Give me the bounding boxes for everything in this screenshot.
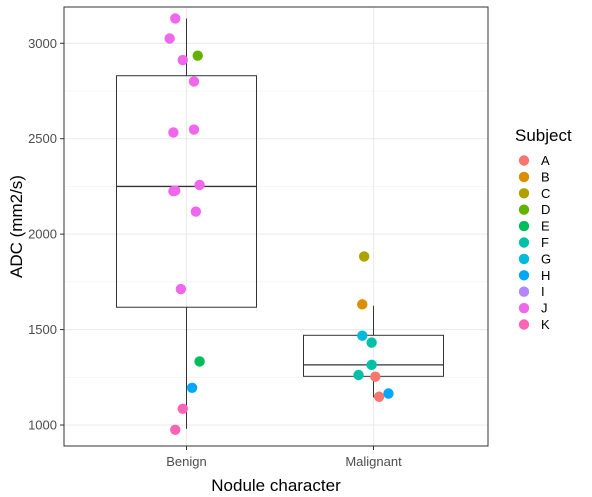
legend-key — [518, 220, 530, 232]
legend-key — [518, 237, 530, 248]
x-axis-title: Nodule character — [211, 476, 341, 495]
data-point-c — [358, 251, 370, 262]
y-axis-title: ADC (mm2/s) — [7, 175, 26, 278]
data-point-j — [168, 127, 179, 138]
y-axis: 1000 1500 2000 2500 3000 — [28, 36, 64, 433]
box-benign — [116, 18, 257, 429]
legend-entry-h: H — [518, 268, 550, 283]
legend-key — [518, 155, 530, 166]
data-point-k — [177, 403, 188, 414]
legend-title: Subject — [515, 126, 572, 145]
legend-label: G — [541, 251, 551, 266]
data-point-j — [164, 33, 175, 44]
y-tick-label: 1000 — [28, 418, 57, 433]
legend-entry-j: J — [518, 301, 548, 316]
panel-border — [63, 6, 489, 447]
data-point-j — [170, 13, 181, 24]
legend-label: B — [541, 169, 550, 184]
legend-entry-g: G — [518, 251, 551, 266]
data-point-f — [366, 337, 377, 348]
data-point-j — [175, 283, 187, 295]
y-tick-label: 3000 — [28, 36, 57, 51]
panel-background — [64, 7, 488, 446]
legend-label: C — [541, 186, 550, 201]
legend-key — [518, 270, 530, 281]
x-axis: Benign Malignant — [166, 446, 402, 469]
y-tick-label: 2500 — [28, 131, 57, 146]
data-point-f — [366, 359, 377, 371]
data-point-j — [188, 124, 200, 135]
legend-key — [518, 302, 530, 314]
x-tick-label: Malignant — [345, 454, 402, 469]
legend-key — [518, 286, 530, 297]
legend-key — [518, 319, 530, 330]
legend-entry-c: C — [518, 186, 550, 201]
legend-label: E — [541, 219, 550, 234]
data-point-g — [357, 330, 368, 341]
data-point-j — [194, 179, 205, 191]
data-point-k — [170, 424, 181, 435]
data-point-j — [188, 76, 200, 87]
legend-entry-d: D — [518, 202, 550, 217]
y-tick-label: 1500 — [28, 322, 57, 337]
data-point-j — [168, 185, 179, 197]
legend-key — [518, 204, 530, 215]
data-point-j — [177, 54, 188, 66]
jitter-points — [164, 13, 394, 435]
data-point-b — [357, 299, 368, 310]
legend-label: H — [541, 268, 550, 283]
y-tick-label: 2000 — [28, 227, 57, 242]
data-point-e — [194, 356, 205, 367]
legend-label: D — [541, 202, 550, 217]
legend-entry-k: K — [518, 317, 550, 332]
data-point-h — [186, 382, 198, 393]
legend-key — [518, 188, 530, 199]
legend-entry-a: A — [518, 153, 550, 168]
legend-label: F — [541, 235, 549, 250]
interquartile-box — [116, 75, 257, 308]
data-point-a — [370, 371, 381, 382]
data-point-f — [353, 369, 364, 381]
data-point-j — [190, 206, 202, 217]
legend-label: K — [541, 317, 550, 332]
legend-label: J — [541, 301, 548, 316]
x-tick-label: Benign — [166, 454, 206, 469]
legend-key — [518, 171, 530, 183]
data-point-d — [192, 50, 203, 61]
legend-label: A — [541, 153, 550, 168]
legend-key — [518, 253, 530, 265]
legend-label: I — [541, 284, 545, 299]
legend-entry-e: E — [518, 219, 550, 234]
legend-entry-b: B — [518, 169, 550, 184]
data-point-h — [383, 388, 394, 399]
legend-entry-i: I — [518, 284, 545, 299]
legend-entry-f: F — [518, 235, 549, 250]
data-point-a — [373, 391, 385, 402]
